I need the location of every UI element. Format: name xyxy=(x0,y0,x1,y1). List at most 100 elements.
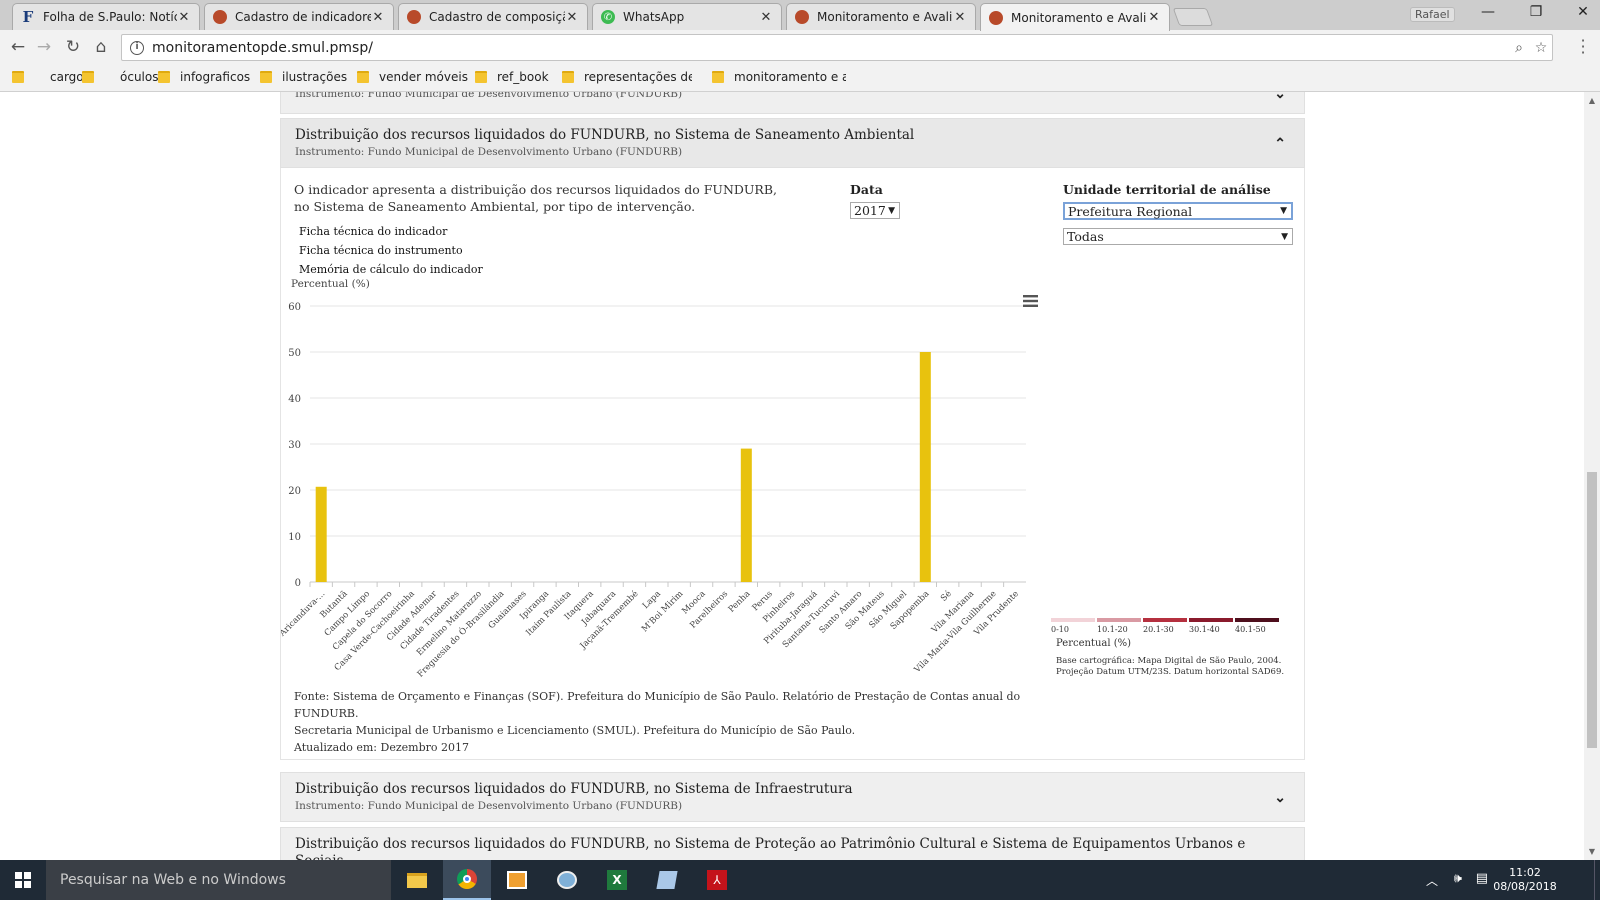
legend-label: 40.1-50 xyxy=(1235,625,1266,634)
paint-icon[interactable] xyxy=(543,860,591,900)
menu-icon[interactable]: · · · xyxy=(1580,31,1586,62)
home-icon[interactable]: ⌂ xyxy=(95,37,107,57)
indicator-panel-previous[interactable]: Instrumento: Fundo Municipal de Desenvol… xyxy=(280,92,1305,114)
legend-item: 30.1-40 xyxy=(1189,618,1233,634)
taskbar-search-box[interactable]: Pesquisar na Web e no Windows xyxy=(46,860,391,900)
x-tick-label: Sé xyxy=(938,588,953,603)
date-select[interactable]: 2017 ▼ xyxy=(850,202,900,219)
pmsp-icon xyxy=(407,10,421,24)
x-tick-label: Penha xyxy=(727,589,753,615)
url-text[interactable]: monitoramentopde.smul.pmsp/ xyxy=(152,39,373,56)
minimize-icon[interactable]: — xyxy=(1481,4,1495,20)
tab-label: Folha de S.Paulo: Notícias xyxy=(43,10,177,24)
close-icon[interactable]: ✕ xyxy=(372,9,384,25)
bookmark-folder[interactable]: infograficos xyxy=(158,70,250,84)
indicator-panel-body: O indicador apresenta a distribuição dos… xyxy=(280,168,1305,760)
bookmark-folder[interactable]: cargo xyxy=(12,70,84,84)
notification-icon[interactable]: ▤ xyxy=(1475,871,1488,886)
chart-bars xyxy=(315,352,931,582)
date-label: Data xyxy=(850,182,883,197)
windows-logo-icon xyxy=(15,872,31,888)
page-scrollbar[interactable]: ▲ ▼ xyxy=(1584,92,1600,860)
tab-monitoramento-1[interactable]: Monitoramento e Avaliaç ✕ xyxy=(786,3,976,30)
link-ficha-instrumento[interactable]: Ficha técnica do instrumento xyxy=(299,244,463,257)
close-icon[interactable]: ✕ xyxy=(1148,10,1160,25)
updated-date: Atualizado em: Dezembro 2017 xyxy=(294,741,469,754)
excel-icon[interactable]: X xyxy=(593,860,641,900)
legend-label: 10.1-20 xyxy=(1097,625,1128,634)
pmsp-icon xyxy=(795,10,809,24)
indicator-description: O indicador apresenta a distribuição dos… xyxy=(294,182,778,214)
show-desktop-button[interactable] xyxy=(1594,860,1600,900)
indicator-panel-header[interactable]: Distribuição dos recursos liquidados do … xyxy=(280,118,1305,168)
tab-cadastro-composicao[interactable]: Cadastro de composição ✕ xyxy=(398,3,588,30)
chart-grid xyxy=(310,305,1026,583)
tab-whatsapp[interactable]: ✆ WhatsApp ✕ xyxy=(592,3,782,30)
tab-folha[interactable]: F Folha de S.Paulo: Notícias ✕ xyxy=(12,3,200,30)
taskbar-clock[interactable]: 11:02 08/08/2018 xyxy=(1490,866,1560,894)
acrobat-icon[interactable]: ⅄ xyxy=(693,860,741,900)
windows-taskbar: Pesquisar na Web e no Windows X ⅄ ︿ 🕪 ▤ … xyxy=(0,860,1600,900)
region-filter-select[interactable]: Todas ▼ xyxy=(1063,228,1293,245)
volume-icon[interactable]: 🕪 xyxy=(1453,871,1462,886)
back-arrow-icon[interactable]: ← xyxy=(10,37,26,57)
close-icon[interactable]: ✕ xyxy=(566,9,578,25)
new-tab-button[interactable] xyxy=(1172,8,1214,26)
tray-chevron-up-icon[interactable]: ︿ xyxy=(1425,874,1438,888)
legend-item: 10.1-20 xyxy=(1097,618,1141,634)
link-ficha-indicador[interactable]: Ficha técnica do indicador xyxy=(299,225,448,238)
pmsp-icon xyxy=(213,10,227,24)
user-profile-button[interactable]: Rafael xyxy=(1410,7,1455,22)
indicator-panel-infraestrutura[interactable]: Distribuição dos recursos liquidados do … xyxy=(280,772,1305,822)
y-tick-label: 30 xyxy=(288,440,301,451)
scroll-up-icon[interactable]: ▲ xyxy=(1588,96,1596,105)
chevron-up-icon[interactable]: ⌃ xyxy=(1274,136,1286,152)
zoom-icon[interactable]: ⌕ xyxy=(1515,39,1523,56)
tab-monitoramento-active[interactable]: Monitoramento e Avaliaç ✕ xyxy=(980,3,1170,31)
region-filter-value: Todas xyxy=(1067,229,1104,244)
close-window-icon[interactable]: ✕ xyxy=(1577,4,1589,20)
address-bar[interactable]: i monitoramentopde.smul.pmsp/ ⌕ ☆ xyxy=(121,34,1553,61)
dropdown-arrow-icon: ▼ xyxy=(888,205,895,216)
chevron-down-icon[interactable]: ⌄ xyxy=(1274,790,1286,806)
whatsapp-icon: ✆ xyxy=(601,10,615,24)
close-icon[interactable]: ✕ xyxy=(954,9,966,25)
bar[interactable] xyxy=(919,352,931,582)
bookmark-folder[interactable]: ilustrações xyxy=(260,70,347,84)
chart-menu-icon[interactable] xyxy=(1023,295,1038,307)
info-icon[interactable]: i xyxy=(130,40,144,55)
scrollbar-thumb[interactable] xyxy=(1587,472,1597,748)
source-note: Fonte: Sistema de Orçamento e Finanças (… xyxy=(294,688,1054,756)
bar[interactable] xyxy=(740,448,752,582)
forward-arrow-icon[interactable]: → xyxy=(36,37,52,57)
link-memoria-calculo[interactable]: Memória de cálculo do indicador xyxy=(299,263,483,276)
bookmark-folder[interactable]: representações de a xyxy=(562,70,692,84)
scroll-down-icon[interactable]: ▼ xyxy=(1588,847,1596,856)
territorial-unit-select[interactable]: Prefeitura Regional ▼ xyxy=(1063,202,1293,220)
windows-start-icon[interactable] xyxy=(0,860,46,900)
bookmark-folder[interactable]: vender móveis xyxy=(357,70,468,84)
restore-icon[interactable]: ❐ xyxy=(1529,4,1543,20)
chevron-down-icon[interactable]: ⌄ xyxy=(1274,92,1286,102)
bar[interactable] xyxy=(315,486,327,582)
close-icon[interactable]: ✕ xyxy=(760,9,772,25)
legend-label: 30.1-40 xyxy=(1189,625,1220,634)
folder-icon xyxy=(475,71,487,83)
close-icon[interactable]: ✕ xyxy=(178,9,190,25)
file-explorer-icon[interactable] xyxy=(393,860,441,900)
bookmark-folder[interactable]: óculos xyxy=(82,70,158,84)
reload-icon[interactable]: ↻ xyxy=(65,37,81,57)
legend-item: 0-10 xyxy=(1051,618,1095,634)
bookmark-folder[interactable]: ref_book xyxy=(475,70,549,84)
outlook-icon[interactable] xyxy=(493,860,541,900)
indicator-panel-patrimonio[interactable]: Distribuição dos recursos liquidados do … xyxy=(280,827,1305,860)
bookmark-folder[interactable]: monitoramento e av xyxy=(712,70,846,84)
folder-icon xyxy=(562,71,574,83)
tab-cadastro-indicadores[interactable]: Cadastro de indicadores ✕ xyxy=(204,3,394,30)
y-tick-label: 40 xyxy=(288,394,301,405)
bookmarks-bar: cargo óculos infograficos ilustrações ve… xyxy=(0,65,1600,92)
notes-icon[interactable] xyxy=(643,860,691,900)
dropdown-arrow-icon: ▼ xyxy=(1280,206,1287,216)
chrome-icon[interactable] xyxy=(443,860,491,900)
star-icon[interactable]: ☆ xyxy=(1534,39,1548,56)
